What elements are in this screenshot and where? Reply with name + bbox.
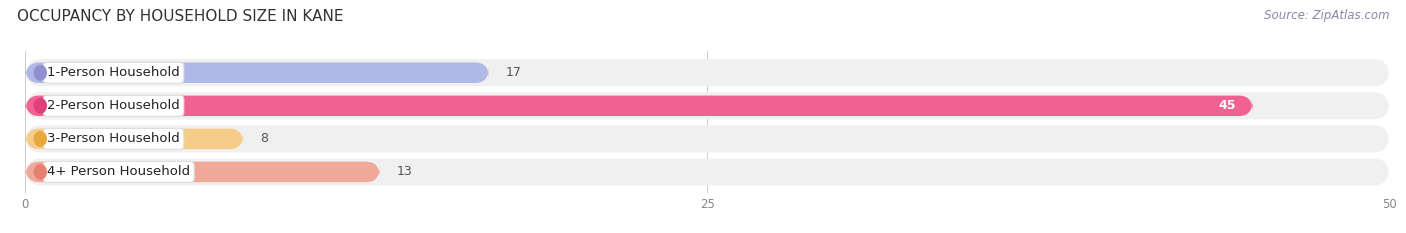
- Circle shape: [34, 132, 46, 146]
- Text: 45: 45: [1219, 99, 1236, 112]
- Text: 4+ Person Household: 4+ Person Household: [48, 165, 190, 178]
- FancyBboxPatch shape: [25, 62, 489, 83]
- FancyBboxPatch shape: [25, 158, 1389, 185]
- Circle shape: [34, 65, 46, 80]
- Circle shape: [34, 165, 46, 179]
- Text: 3-Person Household: 3-Person Household: [48, 132, 180, 145]
- FancyBboxPatch shape: [25, 129, 243, 149]
- Text: Source: ZipAtlas.com: Source: ZipAtlas.com: [1264, 9, 1389, 22]
- Text: 2-Person Household: 2-Person Household: [48, 99, 180, 112]
- FancyBboxPatch shape: [25, 92, 1389, 119]
- FancyBboxPatch shape: [25, 162, 380, 182]
- Text: 8: 8: [260, 132, 269, 145]
- Text: 1-Person Household: 1-Person Household: [48, 66, 180, 79]
- FancyBboxPatch shape: [25, 59, 1389, 86]
- FancyBboxPatch shape: [25, 125, 1389, 152]
- Text: 13: 13: [396, 165, 412, 178]
- FancyBboxPatch shape: [25, 96, 1253, 116]
- Text: 17: 17: [505, 66, 522, 79]
- Text: OCCUPANCY BY HOUSEHOLD SIZE IN KANE: OCCUPANCY BY HOUSEHOLD SIZE IN KANE: [17, 9, 343, 24]
- Circle shape: [34, 99, 46, 113]
